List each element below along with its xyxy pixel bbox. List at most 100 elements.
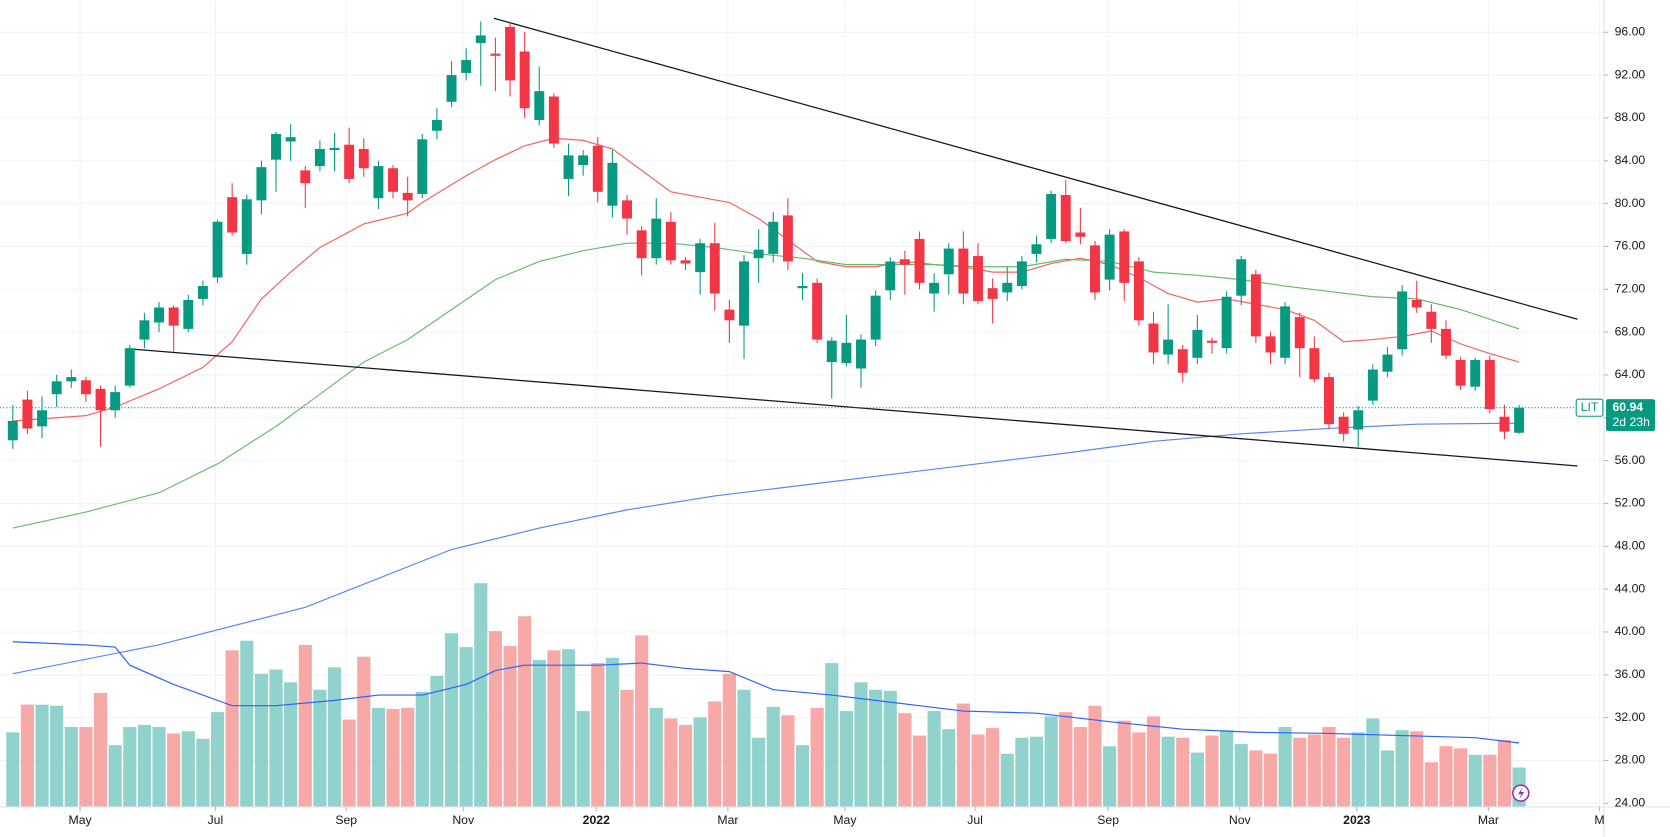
x-tick-label: Sep — [1097, 813, 1119, 827]
volume-bar — [474, 583, 488, 807]
volume-bar — [181, 731, 195, 807]
volume-bar — [298, 644, 312, 807]
y-tick-label: 48.00 — [1615, 539, 1646, 553]
volume-bar — [415, 691, 429, 807]
candle-body — [899, 259, 910, 265]
candle-body — [1280, 306, 1291, 358]
volume-bar — [1439, 746, 1453, 807]
volume-bar — [825, 663, 839, 807]
volume-bar — [1395, 730, 1409, 807]
volume-bar — [1146, 716, 1161, 807]
candle-body — [856, 339, 866, 369]
volume-bar — [1249, 750, 1263, 807]
volume-bar — [942, 729, 956, 807]
candle-body — [534, 91, 545, 121]
volume-bar — [430, 675, 444, 807]
candle-body — [680, 260, 691, 264]
candle-body — [1133, 261, 1144, 321]
candle-body — [1177, 349, 1188, 373]
candle-body — [1207, 340, 1217, 343]
candle-body — [1353, 410, 1364, 430]
volume-bar — [927, 711, 941, 807]
volume-bar — [854, 682, 868, 807]
replay-icon[interactable] — [1512, 784, 1530, 802]
volume-bar — [240, 640, 254, 807]
volume-bar — [956, 703, 970, 807]
candle-body — [607, 162, 618, 206]
volume-bar — [313, 689, 327, 807]
volume-bar — [401, 707, 415, 807]
volume-bar — [1234, 744, 1248, 807]
volume-bar — [1424, 762, 1438, 807]
candle-body — [446, 75, 457, 102]
volume-bar — [1205, 735, 1219, 807]
candle-body — [1250, 274, 1261, 337]
y-tick-label: 32.00 — [1615, 710, 1646, 724]
y-tick-label: 72.00 — [1615, 281, 1646, 295]
volume-bar — [35, 704, 49, 807]
y-tick-label: 28.00 — [1615, 753, 1646, 767]
volume-bar — [488, 631, 502, 807]
volume-bar — [693, 717, 707, 807]
volume-bar — [50, 705, 64, 807]
candle-body — [1104, 234, 1115, 280]
volume-bar — [269, 669, 283, 807]
volume-bar — [883, 690, 897, 807]
volume-bar — [1015, 737, 1029, 807]
candle-body — [943, 248, 954, 275]
x-tick-label: Nov — [452, 813, 475, 827]
candle-body — [797, 286, 808, 289]
candle-body — [1367, 369, 1378, 401]
candle-body — [1338, 416, 1349, 434]
symbol-label: LIT — [1581, 400, 1599, 414]
volume-bar — [1088, 705, 1102, 807]
candle-body — [241, 199, 252, 254]
volume-bar — [64, 727, 78, 807]
candle-body — [431, 120, 442, 131]
candle-body — [665, 221, 676, 261]
volume-bar — [986, 728, 1000, 807]
candle-body — [1411, 299, 1422, 308]
x-tick-label: 2022 — [583, 813, 610, 827]
candle-body — [622, 200, 632, 219]
volume-bar — [1044, 716, 1058, 807]
volume-bar — [327, 667, 342, 807]
y-tick-label: 36.00 — [1615, 667, 1646, 681]
trend-line — [134, 348, 1578, 467]
candle-body — [227, 197, 238, 233]
candle-body — [592, 145, 603, 192]
volume-pane — [6, 583, 1526, 807]
candle-body — [1426, 311, 1437, 329]
candle-body — [782, 215, 793, 262]
candle-body — [461, 60, 472, 73]
volume-bar — [591, 663, 605, 807]
candle-body — [402, 192, 413, 201]
trend-line — [493, 17, 1578, 320]
candle-body — [958, 248, 969, 294]
candle-body — [768, 221, 779, 254]
volume-bar — [123, 727, 137, 807]
volume-bar — [1263, 753, 1278, 807]
candle-body — [22, 399, 33, 429]
candle-body — [95, 388, 106, 411]
volume-bar — [781, 715, 795, 807]
candle-body — [37, 410, 48, 427]
volume-bar — [1468, 754, 1482, 807]
volume-bar — [532, 659, 546, 807]
volume-bar — [93, 692, 108, 807]
volume-bar — [1103, 746, 1117, 807]
candle-body — [475, 35, 486, 43]
volume-bar — [898, 713, 912, 807]
x-tick-label: M — [1594, 813, 1604, 827]
volume-bar — [547, 650, 561, 807]
volume-bar — [1176, 737, 1190, 807]
candle-body — [1455, 359, 1466, 386]
volume-bar — [605, 657, 619, 807]
volume-bar — [284, 682, 298, 807]
candle-body — [329, 147, 340, 151]
volume-bar — [971, 734, 985, 807]
volume-bar — [1117, 720, 1131, 807]
x-tick-label: Jul — [208, 813, 224, 827]
y-tick-label: 88.00 — [1615, 110, 1646, 124]
